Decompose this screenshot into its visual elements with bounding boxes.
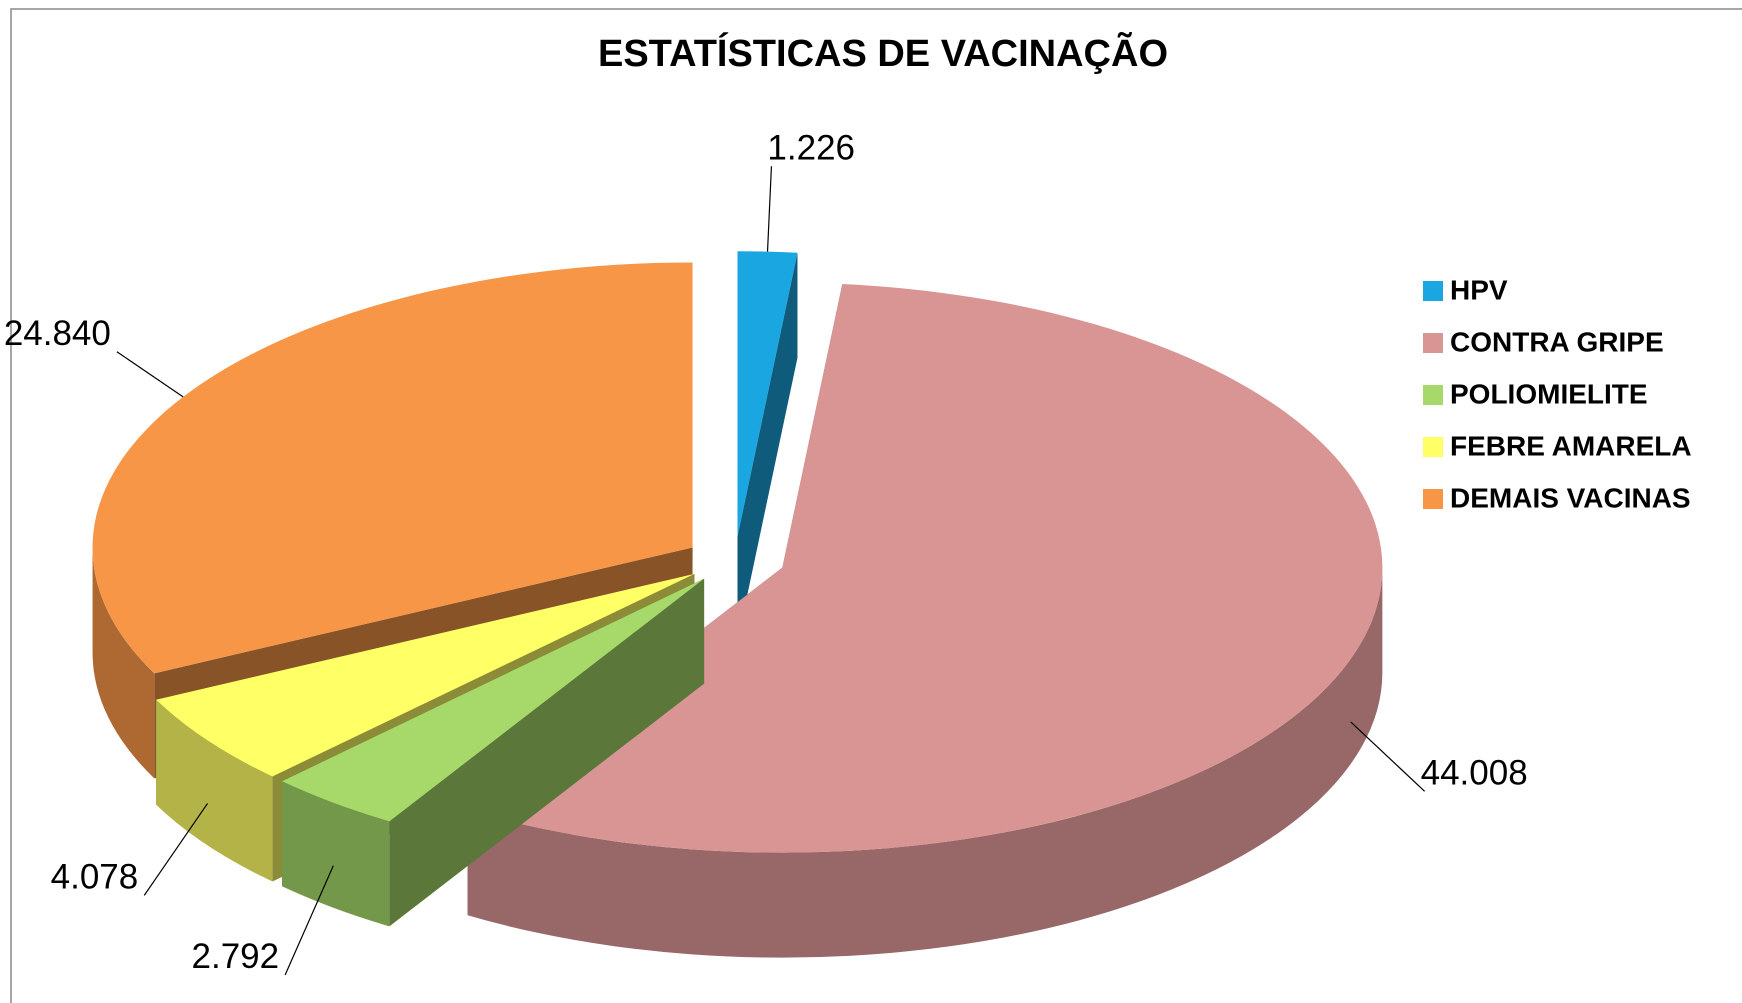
leader-line — [143, 803, 209, 896]
leader-line — [1350, 721, 1426, 792]
slice-wall — [282, 781, 390, 927]
data-label: 44.008 — [1421, 754, 1528, 793]
slice-wall — [156, 699, 273, 882]
legend-swatch — [1423, 281, 1443, 301]
slice-top — [156, 573, 695, 777]
slice-top — [737, 251, 798, 537]
slice-top — [282, 578, 705, 822]
data-label: 24.840 — [4, 314, 111, 353]
slice-side — [737, 252, 798, 642]
legend-swatch — [1423, 385, 1443, 405]
data-label: 1.226 — [767, 128, 855, 167]
legend-label: HPV — [1450, 274, 1508, 305]
chart-title: ESTATÍSTICAS DE VACINAÇÃO — [598, 31, 1168, 75]
legend-label: CONTRA GRIPE — [1450, 326, 1664, 357]
legend-swatch — [1423, 437, 1443, 457]
legend-swatch — [1423, 489, 1443, 509]
legend-label: DEMAIS VACINAS — [1450, 482, 1691, 513]
leader-line — [284, 865, 334, 976]
slice-wall — [92, 547, 155, 779]
slice — [282, 578, 705, 927]
leader-line — [116, 351, 184, 398]
leader-line — [766, 166, 773, 252]
data-label: 2.792 — [192, 937, 280, 976]
slice-wall — [467, 567, 1383, 958]
data-label: 4.078 — [51, 858, 139, 897]
legend-swatch — [1423, 333, 1443, 353]
slice-top — [467, 284, 1383, 853]
slice — [737, 251, 798, 642]
legend-label: FEBRE AMARELA — [1450, 430, 1692, 461]
legend-label: POLIOMIELITE — [1450, 378, 1648, 409]
slice-top — [92, 262, 693, 674]
